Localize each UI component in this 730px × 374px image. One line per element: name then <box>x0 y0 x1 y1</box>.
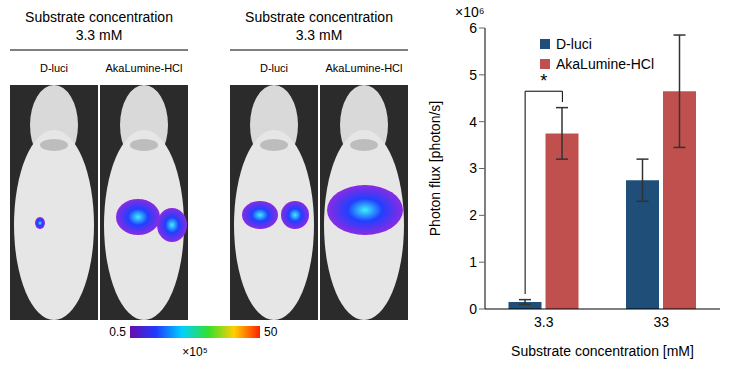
svg-text:AkaLumine-HCl: AkaLumine-HCl <box>325 62 402 74</box>
svg-text:3.3 mM: 3.3 mM <box>76 27 123 43</box>
svg-text:4: 4 <box>469 114 477 130</box>
svg-text:5: 5 <box>469 67 477 83</box>
svg-text:Substrate concentration: Substrate concentration <box>25 9 173 25</box>
svg-text:Photon flux [photon/s]: Photon flux [photon/s] <box>427 101 443 236</box>
svg-text:2: 2 <box>469 207 477 223</box>
svg-text:3: 3 <box>469 160 477 176</box>
html-text:AkaLumine-HCl: AkaLumine-HCl <box>556 56 654 72</box>
svg-text:0: 0 <box>469 301 477 317</box>
svg-text:1: 1 <box>469 254 477 270</box>
html-text:D-luci: D-luci <box>556 36 592 52</box>
svg-text:Substrate concentration: Substrate concentration <box>245 9 393 25</box>
svg-text:D-luci: D-luci <box>40 62 68 74</box>
svg-text:3.3 mM: 3.3 mM <box>296 27 343 43</box>
svg-text:AkaLumine-HCl: AkaLumine-HCl <box>105 62 182 74</box>
svg-text:3.3: 3.3 <box>534 314 554 330</box>
svg-text:×10⁵: ×10⁵ <box>182 345 207 359</box>
svg-text:50: 50 <box>264 325 278 339</box>
svg-text:D-luci: D-luci <box>260 62 288 74</box>
svg-text:Substrate concentration [mM]: Substrate concentration [mM] <box>511 343 694 359</box>
svg-text:6: 6 <box>469 20 477 36</box>
svg-text:*: * <box>540 71 547 91</box>
html-text:×10⁶: ×10⁶ <box>455 4 485 20</box>
svg-text:33: 33 <box>653 314 669 330</box>
svg-text:0.5: 0.5 <box>109 325 126 339</box>
